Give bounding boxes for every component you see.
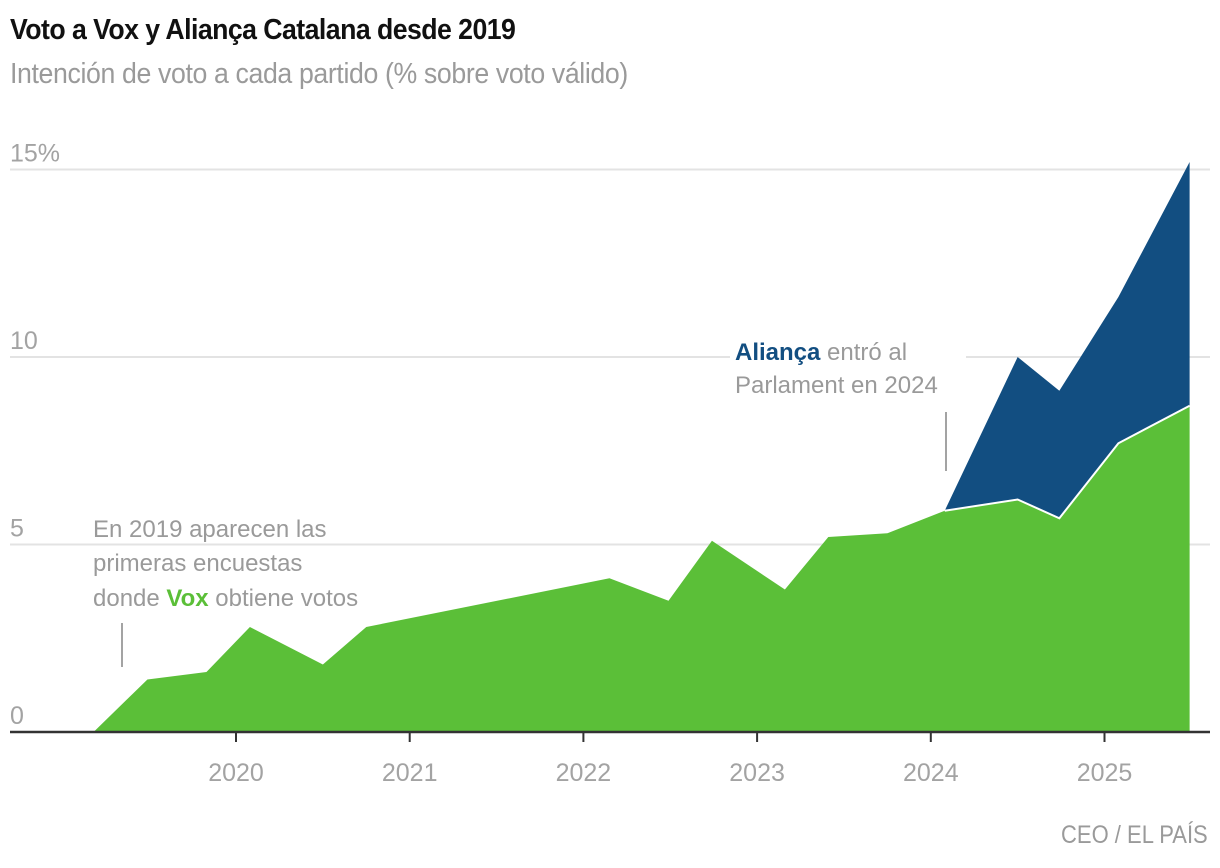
vox-annotation-suffix: obtiene votos	[209, 585, 358, 612]
chart-title: Voto a Vox y Aliança Catalana desde 2019	[10, 14, 516, 46]
x-tick-label-2025: 2025	[1077, 759, 1133, 787]
alianca-annotation-line-1: Aliança entró al	[735, 339, 907, 366]
x-tick-label-2022: 2022	[556, 759, 612, 787]
source-credit: CEO / EL PAÍS	[1061, 821, 1208, 849]
vox-area	[93, 405, 1190, 732]
y-tick-label-15: 15%	[10, 140, 60, 168]
vox-annotation-prefix: donde	[93, 585, 166, 612]
vox-annotation-line-2: primeras encuestas	[93, 550, 302, 577]
alianca-label: Aliança	[735, 339, 821, 366]
series-separator-line	[944, 404, 1191, 520]
y-tick-label-0: 0	[10, 702, 24, 730]
alianca-annotation: Aliança entró al Parlament en 2024	[730, 338, 966, 471]
x-tick-label-2024: 2024	[903, 759, 959, 787]
x-tick-label-2020: 2020	[208, 759, 264, 787]
y-axis-labels: 0 5 10 15%	[10, 140, 60, 731]
x-axis	[10, 730, 1210, 742]
x-axis-labels: 2020 2021 2022 2023 2024 2025	[208, 759, 1132, 787]
vox-annotation-line-3: donde Vox obtiene votos	[93, 585, 358, 612]
y-tick-label-5: 5	[10, 515, 24, 543]
chart-subtitle: Intención de voto a cada partido (% sobr…	[10, 58, 628, 90]
x-tick-label-2023: 2023	[729, 759, 785, 787]
vox-annotation-line-1: En 2019 aparecen las	[93, 516, 327, 543]
alianca-annotation-bg	[730, 338, 966, 368]
vox-label: Vox	[166, 585, 209, 612]
vox-annotation: En 2019 aparecen las primeras encuestas …	[93, 516, 358, 667]
x-tick-label-2021: 2021	[382, 759, 438, 787]
alianca-annotation-line-2: Parlament en 2024	[735, 372, 938, 399]
alianca-area	[944, 162, 1190, 519]
areas	[93, 162, 1191, 732]
alianca-annotation-suffix: entró al	[820, 339, 907, 366]
y-tick-label-10: 10	[10, 327, 38, 355]
